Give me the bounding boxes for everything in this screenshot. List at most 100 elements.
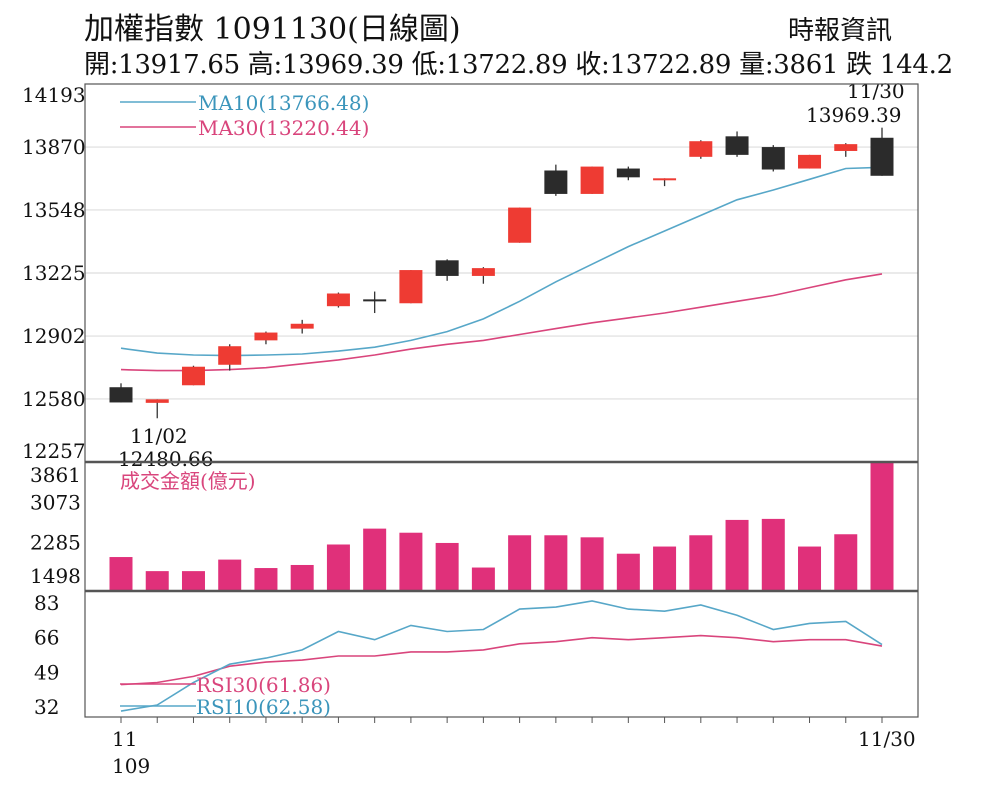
candle bbox=[870, 127, 894, 176]
legend-rsi10: RSI10(62.58) bbox=[196, 695, 331, 719]
candle-body bbox=[218, 346, 242, 365]
volume-bar bbox=[326, 544, 350, 591]
volume-axis: 3861 3073 2285 1498 bbox=[30, 463, 81, 588]
volume-bars bbox=[109, 462, 894, 591]
candle bbox=[508, 207, 532, 243]
price-tick-label: 12902 bbox=[22, 324, 86, 348]
price-tick-label: 13548 bbox=[22, 198, 86, 222]
candle-body bbox=[254, 332, 278, 341]
ma10-line bbox=[120, 166, 883, 357]
volume-bar bbox=[218, 559, 242, 591]
candle bbox=[399, 270, 423, 304]
candle bbox=[254, 331, 278, 345]
candle bbox=[435, 259, 459, 281]
source-label: 時報資訊 bbox=[788, 16, 893, 46]
volume-bar bbox=[798, 546, 822, 591]
volume-bar bbox=[616, 553, 640, 591]
volume-bar bbox=[834, 534, 858, 591]
low-value-label: 12480.66 bbox=[118, 447, 213, 471]
price-tick-label: 12257 bbox=[22, 439, 86, 463]
legend-ma30: MA30(13220.44) bbox=[198, 116, 369, 140]
volume-bar bbox=[435, 542, 459, 591]
candlesticks bbox=[109, 127, 894, 419]
candle bbox=[471, 267, 495, 284]
candle bbox=[798, 154, 822, 169]
candle bbox=[326, 292, 350, 308]
candle-body bbox=[761, 147, 785, 170]
price-tick-label: 13870 bbox=[22, 135, 86, 159]
volume-bar bbox=[145, 571, 169, 591]
volume-pane: 3861 3073 2285 1498 成交金額(億元) bbox=[30, 462, 894, 591]
candle bbox=[109, 383, 133, 403]
rsi10-line bbox=[120, 600, 883, 712]
volume-title: 成交金額(億元) bbox=[120, 469, 256, 493]
rsi-pane: 83 66 49 32 RSI30(61.86) RSI10(62.58) bbox=[34, 591, 883, 719]
price-tick-label: 13225 bbox=[22, 261, 86, 285]
low-date-label: 11/02 bbox=[130, 424, 188, 448]
rsi-tick-label: 83 bbox=[34, 591, 59, 615]
volume-bar bbox=[544, 535, 568, 591]
candle-body bbox=[181, 366, 205, 386]
volume-bar bbox=[653, 546, 677, 591]
volume-tick-label: 3861 bbox=[30, 463, 81, 487]
volume-tick-label: 2285 bbox=[30, 531, 81, 555]
x-label-last-date: 11/30 bbox=[858, 727, 916, 751]
candle-body bbox=[870, 137, 894, 176]
candle bbox=[580, 166, 604, 194]
high-value-label: 13969.39 bbox=[806, 103, 901, 127]
candle bbox=[653, 178, 677, 187]
rsi-axis: 83 66 49 32 bbox=[34, 591, 59, 719]
x-axis-ticks bbox=[120, 717, 883, 723]
volume-bar bbox=[471, 567, 495, 591]
candle-body bbox=[326, 293, 350, 307]
rsi-tick-label: 66 bbox=[34, 626, 59, 650]
volume-bar bbox=[181, 571, 205, 591]
x-label-year: 109 bbox=[112, 754, 150, 778]
volume-bar bbox=[689, 535, 713, 591]
volume-bar bbox=[725, 519, 749, 591]
legend-ma10: MA10(13766.48) bbox=[198, 91, 369, 115]
volume-bar bbox=[508, 535, 532, 591]
candle-body bbox=[580, 166, 604, 194]
legend-rsi: RSI30(61.86) RSI10(62.58) bbox=[120, 673, 331, 719]
candle bbox=[725, 131, 749, 157]
price-pane: 14193 13870 13548 13225 12902 12580 12257 MA10… bbox=[22, 79, 905, 471]
candle bbox=[181, 365, 205, 386]
legend-ma: MA10(13766.48) MA30(13220.44) bbox=[120, 91, 369, 140]
candle-body bbox=[653, 178, 677, 181]
candle-body bbox=[399, 270, 423, 304]
candle-body bbox=[435, 260, 459, 276]
volume-bar bbox=[399, 532, 423, 591]
volume-bar bbox=[254, 568, 278, 591]
candle bbox=[290, 319, 314, 334]
candle-body bbox=[544, 170, 568, 194]
candle-body bbox=[834, 144, 858, 151]
moving-average-lines bbox=[120, 166, 883, 372]
candle-body bbox=[725, 136, 749, 155]
candle-body bbox=[508, 207, 532, 243]
price-tick-label: 14193 bbox=[22, 83, 86, 107]
ma30-line bbox=[120, 273, 883, 372]
candle bbox=[544, 164, 568, 196]
candle-body bbox=[145, 399, 169, 403]
chart-title: 加權指數 1091130(日線圖) bbox=[84, 12, 461, 47]
volume-bar bbox=[109, 557, 133, 591]
high-date-label: 11/30 bbox=[847, 79, 905, 103]
volume-bar bbox=[363, 528, 387, 591]
candle bbox=[363, 291, 387, 314]
candle-body bbox=[109, 387, 133, 403]
candle-body bbox=[616, 168, 640, 178]
candle bbox=[145, 399, 169, 419]
rsi30-line bbox=[120, 634, 883, 686]
rsi-tick-label: 49 bbox=[34, 660, 59, 684]
candle-body bbox=[689, 141, 713, 157]
volume-tick-label: 3073 bbox=[30, 490, 81, 514]
candle-body bbox=[290, 323, 314, 329]
rsi-tick-label: 32 bbox=[34, 695, 59, 719]
candle bbox=[616, 166, 640, 181]
chart-frame bbox=[84, 83, 919, 718]
candle bbox=[689, 140, 713, 159]
price-axis: 14193 13870 13548 13225 12902 12580 12257 bbox=[22, 83, 86, 463]
price-tick-label: 12580 bbox=[22, 387, 86, 411]
